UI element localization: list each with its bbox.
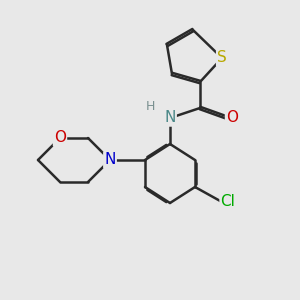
Text: S: S (217, 50, 227, 65)
Text: N: N (104, 152, 116, 167)
Text: H: H (145, 100, 155, 113)
Text: O: O (54, 130, 66, 146)
Text: Cl: Cl (220, 194, 236, 209)
Text: O: O (226, 110, 238, 125)
Text: N: N (164, 110, 176, 125)
